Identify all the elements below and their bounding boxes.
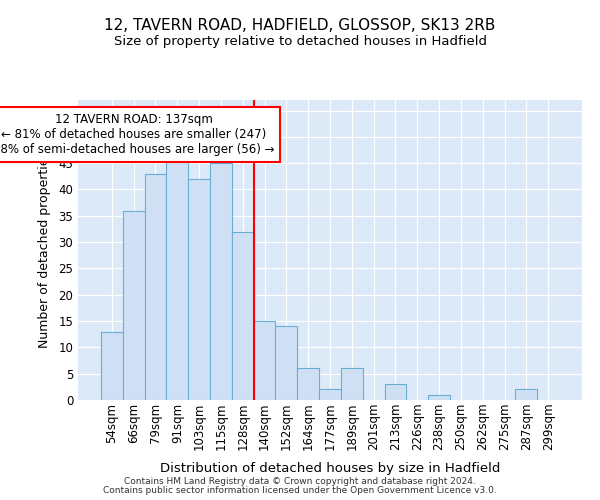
Text: Contains public sector information licensed under the Open Government Licence v3: Contains public sector information licen… — [103, 486, 497, 495]
Bar — [145, 174, 166, 400]
Text: 12, TAVERN ROAD, HADFIELD, GLOSSOP, SK13 2RB: 12, TAVERN ROAD, HADFIELD, GLOSSOP, SK13… — [104, 18, 496, 32]
Bar — [515, 390, 537, 400]
Bar — [428, 394, 450, 400]
Y-axis label: Number of detached properties: Number of detached properties — [38, 152, 52, 348]
Bar — [123, 210, 145, 400]
Bar — [166, 158, 188, 400]
Bar — [341, 368, 363, 400]
Bar — [297, 368, 319, 400]
Text: Contains HM Land Registry data © Crown copyright and database right 2024.: Contains HM Land Registry data © Crown c… — [124, 477, 476, 486]
Text: 12 TAVERN ROAD: 137sqm
← 81% of detached houses are smaller (247)
18% of semi-de: 12 TAVERN ROAD: 137sqm ← 81% of detached… — [0, 113, 274, 156]
Bar — [319, 390, 341, 400]
Bar — [385, 384, 406, 400]
X-axis label: Distribution of detached houses by size in Hadfield: Distribution of detached houses by size … — [160, 462, 500, 474]
Text: Size of property relative to detached houses in Hadfield: Size of property relative to detached ho… — [113, 35, 487, 48]
Bar — [254, 321, 275, 400]
Bar — [232, 232, 254, 400]
Bar — [188, 179, 210, 400]
Bar — [101, 332, 123, 400]
Bar — [210, 163, 232, 400]
Bar — [275, 326, 297, 400]
